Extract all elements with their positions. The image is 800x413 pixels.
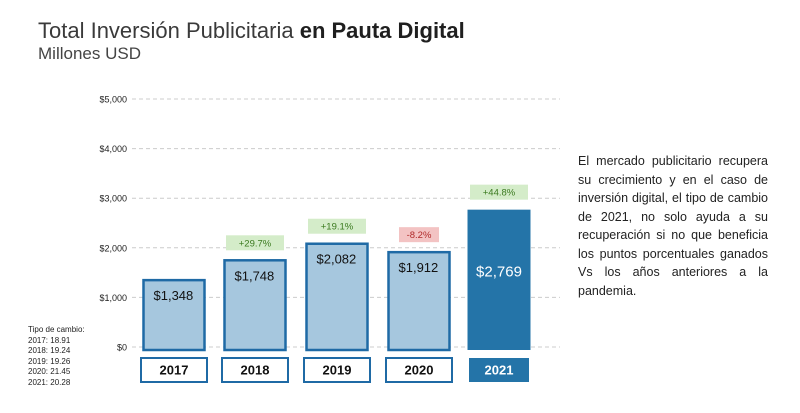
change-label: +19.1% [321,222,354,233]
data-label: $1,912 [399,260,439,275]
y-tick-label: $5,000 [99,95,127,105]
chart-subtitle: Millones USD [38,44,141,63]
change-badge [308,218,366,234]
x-tick-box [385,357,453,383]
bar [305,242,369,352]
x-tick-box [469,358,529,382]
data-label: $1,748 [235,268,275,283]
y-tick-label: $0 [117,343,127,353]
commentary-text: El mercado publicitario recupera su crec… [578,154,768,298]
change-label: +29.7% [239,238,272,249]
change-label: +44.8% [483,188,516,199]
x-tick-box [140,357,208,383]
data-label: $2,769 [476,264,522,281]
exchange-rate-line: 2017: 18.91 [28,335,71,345]
change-badge [226,235,284,251]
chart-title-regular: Total Inversión Publicitaria [38,18,294,43]
x-tick-box [303,357,371,383]
change-badge [470,184,528,200]
x-tick-box [221,357,289,383]
x-tick-label: 2017 [160,363,189,378]
y-tick-label: $2,000 [99,243,127,253]
chart-title-bold: en Pauta Digital [299,18,465,43]
x-tick-label: 2019 [323,363,352,378]
bar [223,259,287,352]
bar [142,278,206,352]
data-label: $1,348 [154,288,194,303]
y-tick-label: $3,000 [99,194,127,204]
change-label: -8.2% [407,230,432,241]
exchange-rate-line: 2018: 19.24 [28,346,71,355]
data-label: $2,082 [317,252,357,267]
chart-title: Total Inversión Publicitaria en Pauta Di… [38,18,465,44]
bar [387,250,451,352]
exchange-rate-heading: Tipo de cambio: [28,325,85,334]
bar [467,209,531,350]
exchange-rate-note: Tipo de cambio: 2017: 18.91 2018: 19.24 … [28,325,85,388]
change-badge [399,227,439,243]
x-tick-label: 2021 [485,363,514,378]
exchange-rate-line: 2021: 20.28 [28,377,71,387]
y-tick-label: $1,000 [99,293,127,303]
exchange-rate-line: 2020: 21.45 [28,367,71,376]
exchange-rate-line: 2019: 19.26 [28,356,71,366]
x-tick-label: 2020 [405,363,434,378]
x-tick-label: 2018 [241,363,270,378]
y-tick-label: $4,000 [99,144,127,154]
